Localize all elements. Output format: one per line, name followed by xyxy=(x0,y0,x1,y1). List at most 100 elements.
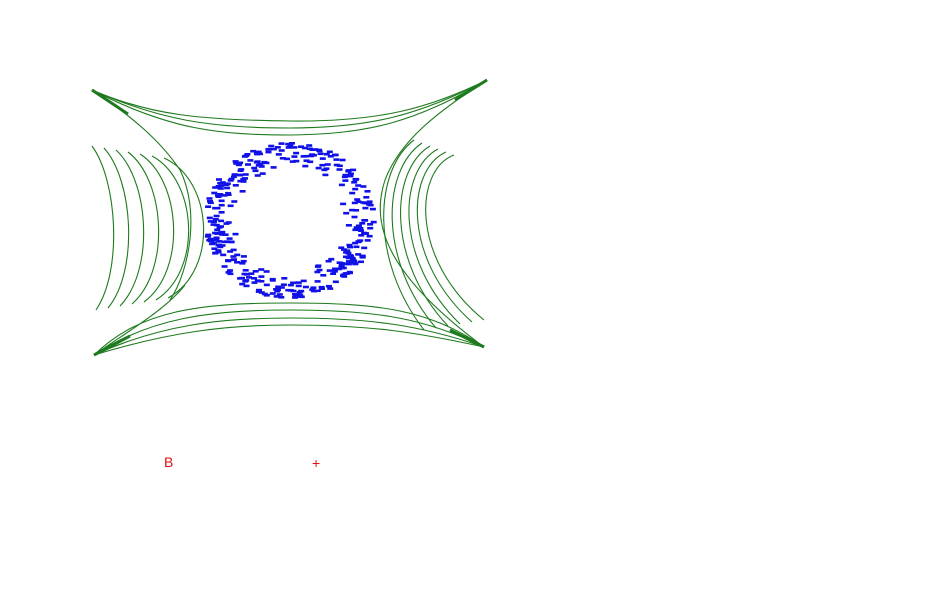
particle xyxy=(258,280,265,283)
particle xyxy=(342,173,349,177)
particle xyxy=(324,163,331,166)
particle xyxy=(263,283,270,287)
particle xyxy=(349,208,356,212)
particle xyxy=(302,285,309,289)
particle xyxy=(344,249,351,252)
particle xyxy=(345,169,352,173)
particle xyxy=(212,252,219,255)
particle xyxy=(257,162,264,166)
particle xyxy=(226,237,233,240)
particle xyxy=(314,270,321,274)
particle xyxy=(347,245,353,249)
particle xyxy=(360,185,367,188)
particle xyxy=(367,203,374,207)
particle xyxy=(295,281,302,284)
particle xyxy=(252,270,259,273)
particle xyxy=(298,295,305,299)
field-line-bottom-2 xyxy=(93,309,485,356)
particle xyxy=(258,268,265,271)
particle xyxy=(309,153,316,156)
particle xyxy=(362,232,369,235)
particle xyxy=(325,284,332,288)
particle xyxy=(240,259,247,263)
field-line-bottom-1 xyxy=(93,317,485,356)
particle xyxy=(222,233,229,236)
particle xyxy=(237,179,244,183)
particle xyxy=(278,149,285,152)
particle xyxy=(355,184,362,187)
field-line-right-6 xyxy=(425,154,485,321)
field-line-top-2 xyxy=(91,79,488,122)
particle xyxy=(212,206,219,210)
marker-plus-label: + xyxy=(312,455,320,471)
particle xyxy=(265,148,272,151)
field-line-top-1 xyxy=(91,79,488,129)
particle xyxy=(257,152,263,156)
particle xyxy=(341,248,347,251)
particle xyxy=(359,254,366,258)
particle xyxy=(211,247,218,250)
particle xyxy=(285,146,292,149)
particle xyxy=(246,276,252,279)
particle xyxy=(225,271,232,274)
field-line-bottom-4 xyxy=(93,302,485,356)
particle xyxy=(342,179,349,182)
particle xyxy=(306,144,313,147)
particle xyxy=(213,214,220,218)
particle xyxy=(292,293,298,296)
particle xyxy=(217,231,224,234)
particle xyxy=(284,157,291,161)
particle xyxy=(213,238,220,241)
particle xyxy=(212,218,219,221)
particle xyxy=(293,151,300,155)
particle xyxy=(258,165,265,168)
particle xyxy=(269,292,276,295)
particle xyxy=(339,266,345,270)
particle xyxy=(209,242,216,246)
particle xyxy=(352,187,359,191)
particle xyxy=(295,284,302,288)
particle xyxy=(353,245,360,249)
corner-tip-top-left xyxy=(91,88,129,116)
particle xyxy=(223,182,230,186)
particle xyxy=(238,168,245,171)
particle xyxy=(256,288,262,292)
particle xyxy=(254,279,261,282)
particle xyxy=(363,196,370,199)
particle xyxy=(227,250,234,253)
particle xyxy=(216,178,222,181)
particle xyxy=(314,289,321,293)
particle xyxy=(227,272,234,276)
particle xyxy=(230,175,237,179)
particle xyxy=(292,296,298,299)
particle xyxy=(225,191,232,195)
particle xyxy=(285,142,292,146)
particle xyxy=(369,207,376,211)
particle xyxy=(314,265,321,268)
particle xyxy=(364,190,371,193)
particle xyxy=(212,231,219,235)
field-line-bottom-3 xyxy=(93,324,485,356)
particle xyxy=(298,289,305,293)
particle xyxy=(237,173,244,177)
particle xyxy=(218,219,225,223)
particle xyxy=(340,202,347,206)
particle xyxy=(251,166,258,170)
particle xyxy=(332,280,339,284)
particle xyxy=(307,160,314,164)
corner-tip-top-right xyxy=(454,78,488,102)
particle xyxy=(358,234,365,237)
particle xyxy=(216,240,223,243)
particle-ring xyxy=(204,142,377,299)
particle xyxy=(234,253,241,257)
particle xyxy=(336,261,343,264)
particle xyxy=(219,233,226,236)
particle xyxy=(243,284,250,288)
particle xyxy=(354,198,361,201)
particle xyxy=(349,257,356,261)
particle xyxy=(215,249,222,252)
particle xyxy=(214,228,221,232)
particle xyxy=(279,157,286,160)
particle xyxy=(232,184,239,187)
particle xyxy=(362,201,369,205)
